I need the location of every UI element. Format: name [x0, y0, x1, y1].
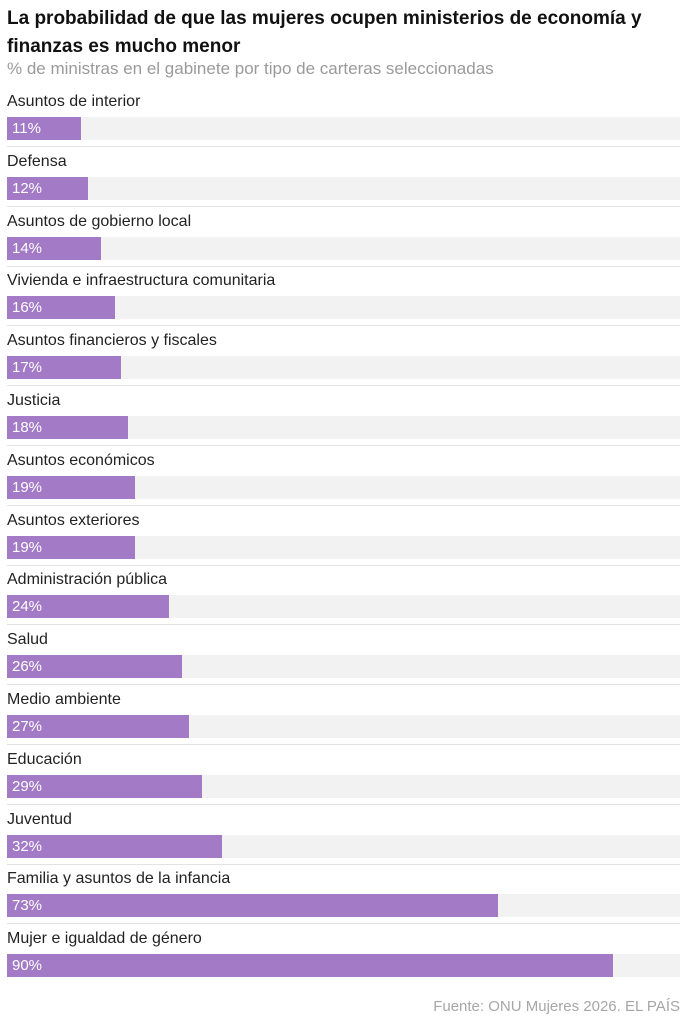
category-label: Salud [7, 631, 48, 649]
bar-track: 32% [7, 834, 680, 858]
bar-value-label: 19% [12, 538, 43, 556]
chart-row: Asuntos exteriores 19% [0, 507, 687, 567]
bar-value-label: 12% [12, 179, 43, 197]
category-label: Familia y asuntos de la infancia [7, 870, 231, 888]
chart-row: Asuntos económicos 19% [0, 447, 687, 507]
row-divider [7, 325, 680, 327]
bar-track: 26% [7, 655, 680, 679]
bar-value-label: 11% [12, 120, 41, 137]
bar: 24% [7, 595, 169, 619]
bar-value-label: 27% [12, 718, 43, 735]
bar: 18% [7, 416, 129, 439]
category-label: Defensa [7, 152, 67, 170]
category-label: Asuntos de interior [7, 93, 141, 110]
row-divider [7, 265, 680, 267]
bar-track: 27% [7, 715, 680, 738]
chart-row: Asuntos de interior 11% [0, 88, 687, 148]
bar-value-label: 18% [12, 419, 43, 436]
bar: 32% [7, 834, 223, 858]
chart-row: Defensa 12% [0, 148, 687, 208]
row-divider [7, 445, 680, 446]
chart-row: Medio ambiente 27% [0, 686, 687, 746]
chart-row: Familia y asuntos de la infancia 73% [0, 865, 687, 925]
bar-chart: Asuntos de interior 11% Defensa 12% Asuntos … [0, 88, 687, 988]
row-divider [7, 624, 680, 626]
bar: 73% [7, 894, 499, 918]
bar: 16% [7, 296, 115, 320]
bar-track: 19% [7, 535, 680, 559]
bar-track: 17% [7, 356, 680, 380]
bar-track: 19% [7, 475, 680, 499]
bar: 90% [7, 954, 613, 978]
row-divider [7, 923, 680, 925]
chart-title: La probabilidad de que las mujeres ocupe… [7, 8, 642, 57]
bar-track: 24% [7, 595, 680, 619]
chart-row: Mujer e igualdad de género 90% [0, 925, 687, 985]
row-divider [7, 385, 680, 387]
category-label: Administración pública [7, 571, 168, 589]
category-label: Asuntos exteriores [7, 511, 140, 529]
bar-track: 12% [7, 176, 680, 200]
bar-value-label: 90% [12, 957, 43, 975]
bar-track: 29% [7, 774, 680, 798]
bar: 27% [7, 715, 189, 738]
category-label: Vivienda e infraestructura comunitaria [7, 272, 276, 290]
chart-row: Asuntos financieros y fiscales 17% [0, 327, 687, 387]
bar-value-label: 24% [12, 598, 43, 616]
chart-row: Vivienda e infraestructura comunitaria 16… [0, 267, 687, 327]
category-label: Mujer e igualdad de género [7, 930, 202, 948]
chart-row: Juventud 32% [0, 806, 687, 866]
bar: 19% [7, 535, 135, 559]
bar-value-label: 29% [12, 777, 43, 795]
bar: 19% [7, 475, 135, 499]
bar-value-label: 17% [12, 359, 43, 377]
bar-track: 90% [7, 954, 680, 978]
bar: 29% [7, 774, 203, 798]
bar-value-label: 26% [12, 658, 43, 676]
row-divider [7, 205, 680, 207]
category-label: Juventud [7, 810, 72, 828]
category-label: Medio ambiente [7, 691, 121, 708]
row-divider [7, 146, 680, 147]
bar-value-label: 19% [12, 478, 43, 496]
bar-track: 11% [7, 117, 680, 140]
row-divider [7, 744, 680, 745]
bar-track: 14% [7, 236, 680, 260]
category-label: Asuntos financieros y fiscales [7, 332, 217, 350]
chart-row: Administración pública 24% [0, 566, 687, 626]
chart-subtitle: % de ministras en el gabinete por tipo d… [7, 59, 494, 78]
category-label: Educación [7, 750, 82, 768]
row-divider [7, 684, 680, 686]
row-divider [7, 803, 680, 805]
chart-row: Educación 29% [0, 746, 687, 806]
chart-row: Salud 26% [0, 626, 687, 686]
chart-row: Justicia 18% [0, 387, 687, 447]
bar: 14% [7, 236, 102, 260]
category-label: Asuntos económicos [7, 451, 155, 469]
bar-track: 18% [7, 416, 680, 439]
bar: 26% [7, 655, 182, 679]
category-label: Justicia [7, 392, 61, 409]
bar-value-label: 32% [12, 837, 43, 855]
bar-value-label: 73% [12, 897, 43, 915]
bar: 11% [7, 117, 82, 140]
bar: 17% [7, 356, 122, 380]
category-label: Asuntos de gobierno local [7, 212, 192, 230]
bar-track: 16% [7, 296, 680, 320]
row-divider [7, 504, 680, 506]
chart-row: Asuntos de gobierno local 14% [0, 208, 687, 268]
bar-value-label: 14% [12, 239, 43, 257]
row-divider [7, 564, 680, 566]
source-note: Fuente: ONU Mujeres 2026. EL PAÍS [433, 998, 680, 1015]
bar-value-label: 16% [12, 299, 43, 317]
bar: 12% [7, 176, 88, 200]
bar-track: 73% [7, 894, 680, 918]
row-divider [7, 863, 680, 865]
